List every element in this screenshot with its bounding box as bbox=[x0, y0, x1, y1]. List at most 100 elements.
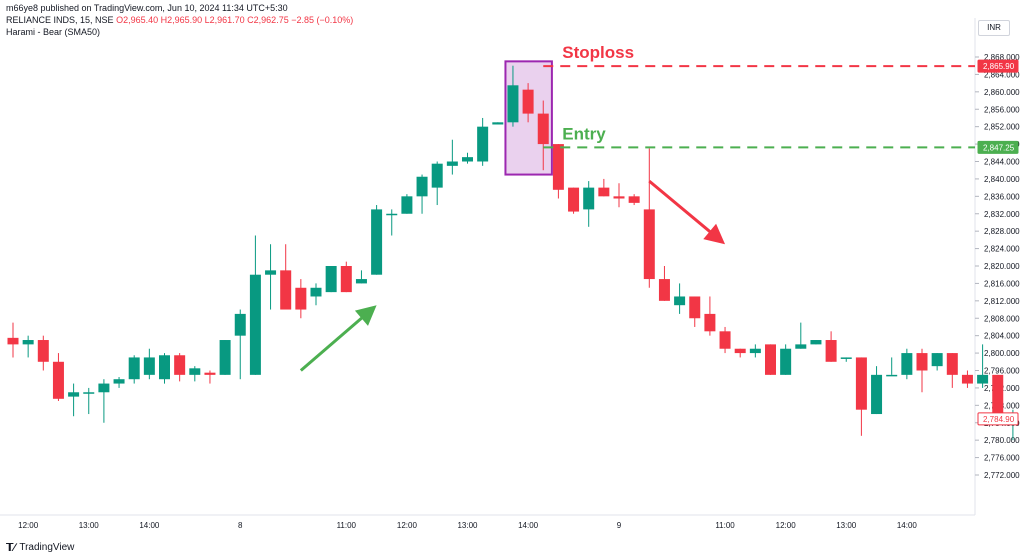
candle-body[interactable] bbox=[265, 270, 277, 275]
candle-body[interactable] bbox=[643, 209, 655, 280]
candle-body[interactable] bbox=[143, 357, 155, 375]
y-tick-label: 2,844.000 bbox=[984, 158, 1020, 167]
price-label-box bbox=[977, 140, 1019, 154]
candle-body[interactable] bbox=[446, 161, 458, 166]
x-tick-label: 14:00 bbox=[139, 521, 160, 530]
candle-body[interactable] bbox=[189, 368, 201, 375]
candle-body[interactable] bbox=[795, 344, 807, 349]
y-tick-label: 2,820.000 bbox=[984, 262, 1020, 271]
candle-body[interactable] bbox=[477, 126, 489, 162]
candle-body[interactable] bbox=[249, 274, 261, 375]
candle-body[interactable] bbox=[204, 372, 216, 375]
y-tick-label: 2,812.000 bbox=[984, 297, 1020, 306]
currency-button[interactable]: INR bbox=[978, 20, 1010, 36]
candle-body[interactable] bbox=[825, 340, 837, 362]
candle-body[interactable] bbox=[68, 392, 80, 397]
candle-body[interactable] bbox=[992, 374, 1004, 415]
candle-body[interactable] bbox=[159, 355, 170, 380]
price-label-text: 2,847.25 bbox=[983, 143, 1015, 152]
candle-body[interactable] bbox=[340, 266, 352, 293]
candle-body[interactable] bbox=[780, 348, 792, 375]
y-tick-label: 2,840.000 bbox=[984, 175, 1020, 184]
candle-body[interactable] bbox=[386, 213, 398, 216]
x-tick-label: 13:00 bbox=[457, 521, 478, 530]
candle-body[interactable] bbox=[916, 353, 928, 371]
x-tick-label: 14:00 bbox=[897, 521, 918, 530]
candle-body[interactable] bbox=[674, 296, 686, 306]
candle-body[interactable] bbox=[931, 353, 943, 367]
candle-body[interactable] bbox=[401, 196, 413, 214]
y-tick-label: 2,804.000 bbox=[984, 332, 1020, 341]
published-line: m66ye8 published on TradingView.com, Jun… bbox=[6, 3, 288, 13]
candle-body[interactable] bbox=[310, 287, 322, 297]
candle-body[interactable] bbox=[552, 144, 564, 190]
candle-body[interactable] bbox=[416, 176, 428, 197]
candle-body[interactable] bbox=[765, 344, 776, 375]
x-tick-label: 11:00 bbox=[715, 521, 735, 530]
candle-body[interactable] bbox=[583, 187, 595, 210]
y-tick-label: 2,828.000 bbox=[984, 227, 1020, 236]
candle-body[interactable] bbox=[507, 85, 519, 123]
candle-body[interactable] bbox=[840, 357, 852, 359]
entry-line-label: Entry bbox=[562, 124, 606, 143]
candle-body[interactable] bbox=[219, 340, 231, 375]
candle-body[interactable] bbox=[598, 187, 610, 197]
candle-body[interactable] bbox=[961, 374, 973, 384]
candle-body[interactable] bbox=[462, 157, 473, 162]
y-tick-label: 2,772.000 bbox=[984, 471, 1020, 480]
stoploss-line-label: Stoploss bbox=[562, 43, 634, 62]
candle-body[interactable] bbox=[295, 287, 307, 310]
candle-body[interactable] bbox=[492, 122, 504, 125]
candle-body[interactable] bbox=[719, 331, 731, 349]
candle-body[interactable] bbox=[658, 279, 670, 301]
symbol-label[interactable]: RELIANCE INDS, 15, NSE bbox=[6, 15, 114, 25]
candle-body[interactable] bbox=[355, 279, 367, 284]
price-label-box bbox=[977, 412, 1019, 426]
candle-body[interactable] bbox=[871, 374, 883, 415]
candle-body[interactable] bbox=[568, 187, 580, 212]
candle-body[interactable] bbox=[855, 357, 867, 410]
candle-body[interactable] bbox=[113, 379, 125, 384]
candle-body[interactable] bbox=[431, 163, 443, 188]
candle-body[interactable] bbox=[977, 374, 989, 384]
candle-body[interactable] bbox=[280, 270, 292, 310]
footer-brand: TradingView bbox=[19, 542, 75, 553]
candle-body[interactable] bbox=[704, 313, 716, 332]
candle-body[interactable] bbox=[128, 357, 140, 380]
candle-body[interactable] bbox=[174, 355, 186, 375]
x-tick-label: 13:00 bbox=[836, 521, 857, 530]
candle-body[interactable] bbox=[325, 266, 337, 293]
y-tick-label: 2,868.000 bbox=[984, 53, 1020, 62]
candle-body[interactable] bbox=[7, 337, 19, 345]
candle-body[interactable] bbox=[22, 340, 34, 345]
candle-body[interactable] bbox=[613, 196, 625, 199]
symbol-line: RELIANCE INDS, 15, NSE O2,965.40 H2,965.… bbox=[6, 14, 353, 26]
candle-body[interactable] bbox=[522, 89, 534, 114]
up-arrow bbox=[299, 305, 377, 372]
candle-body[interactable] bbox=[749, 348, 761, 354]
candle-body[interactable] bbox=[234, 313, 246, 336]
y-tick-label: 2,816.000 bbox=[984, 279, 1020, 288]
down-arrow-shape bbox=[648, 179, 726, 245]
tradingview-logo-icon[interactable]: 𝗧∕ bbox=[6, 542, 16, 554]
candle-body[interactable] bbox=[52, 361, 64, 399]
candle-body[interactable] bbox=[901, 353, 913, 375]
y-tick-label: 2,780.000 bbox=[984, 436, 1020, 445]
candle-body[interactable] bbox=[946, 353, 958, 375]
candle-body[interactable] bbox=[886, 374, 898, 377]
y-tick-label: 2,852.000 bbox=[984, 123, 1020, 132]
candle-body[interactable] bbox=[689, 296, 701, 319]
indicator-label[interactable]: Harami - Bear (SMA50) bbox=[6, 27, 101, 37]
candle-body[interactable] bbox=[371, 209, 383, 275]
candle-body[interactable] bbox=[37, 340, 49, 362]
up-arrow-shape bbox=[299, 305, 377, 372]
candle-body[interactable] bbox=[734, 348, 746, 354]
candle-body[interactable] bbox=[810, 340, 822, 345]
candle-body[interactable] bbox=[537, 113, 549, 145]
candle-body[interactable] bbox=[628, 196, 640, 203]
candle-body[interactable] bbox=[83, 392, 95, 394]
candle-body[interactable] bbox=[98, 383, 110, 393]
y-tick-label: 2,860.000 bbox=[984, 88, 1020, 97]
x-tick-label: 12:00 bbox=[776, 521, 797, 530]
